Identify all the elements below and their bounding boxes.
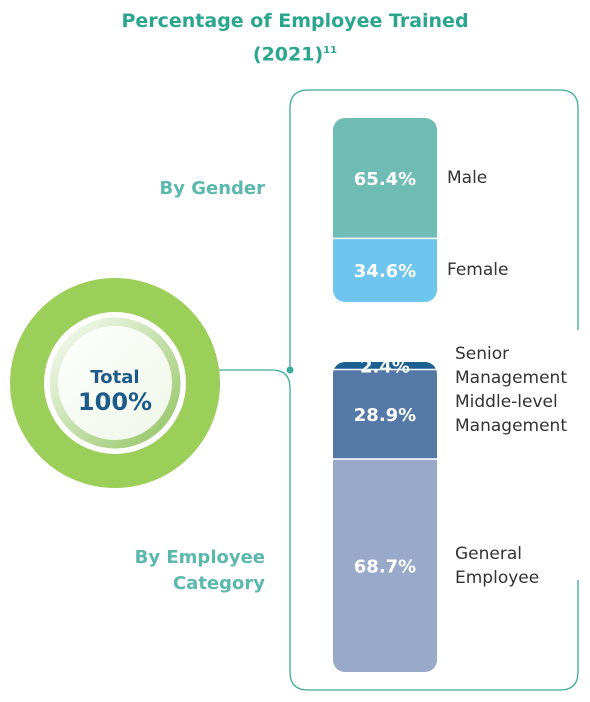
donut-inner <box>58 326 172 440</box>
bracket-dot <box>286 366 294 374</box>
center-label: Total <box>90 367 140 388</box>
category-label: Middle-level Management <box>455 392 567 437</box>
category-label: Female <box>447 260 509 281</box>
value-label: 65.4% <box>354 169 416 190</box>
value-label: 2.4% <box>360 357 410 378</box>
category-label: Senior Management <box>455 343 567 388</box>
center-value: 100% <box>77 388 153 416</box>
bar-segment <box>333 459 437 672</box>
value-label: 68.7% <box>354 557 416 578</box>
value-label: 28.9% <box>354 405 416 426</box>
group-label: By Gender <box>159 178 266 199</box>
category-label: General Employee <box>455 543 540 588</box>
bracket-top <box>289 89 579 368</box>
bar-segment <box>333 118 437 239</box>
bar-segment <box>333 238 437 302</box>
bar-segment <box>333 362 437 370</box>
bracket-bottom <box>215 369 579 691</box>
bar-group <box>333 362 437 672</box>
group-label: By Employee Category <box>134 547 265 594</box>
chart-title: Percentage of Employee Trained (2021)11 <box>121 10 469 66</box>
bar-segment <box>333 369 437 460</box>
category-label: Male <box>447 168 488 189</box>
bar-group <box>333 118 437 302</box>
value-label: 34.6% <box>354 261 416 282</box>
donut-ring <box>10 278 220 488</box>
